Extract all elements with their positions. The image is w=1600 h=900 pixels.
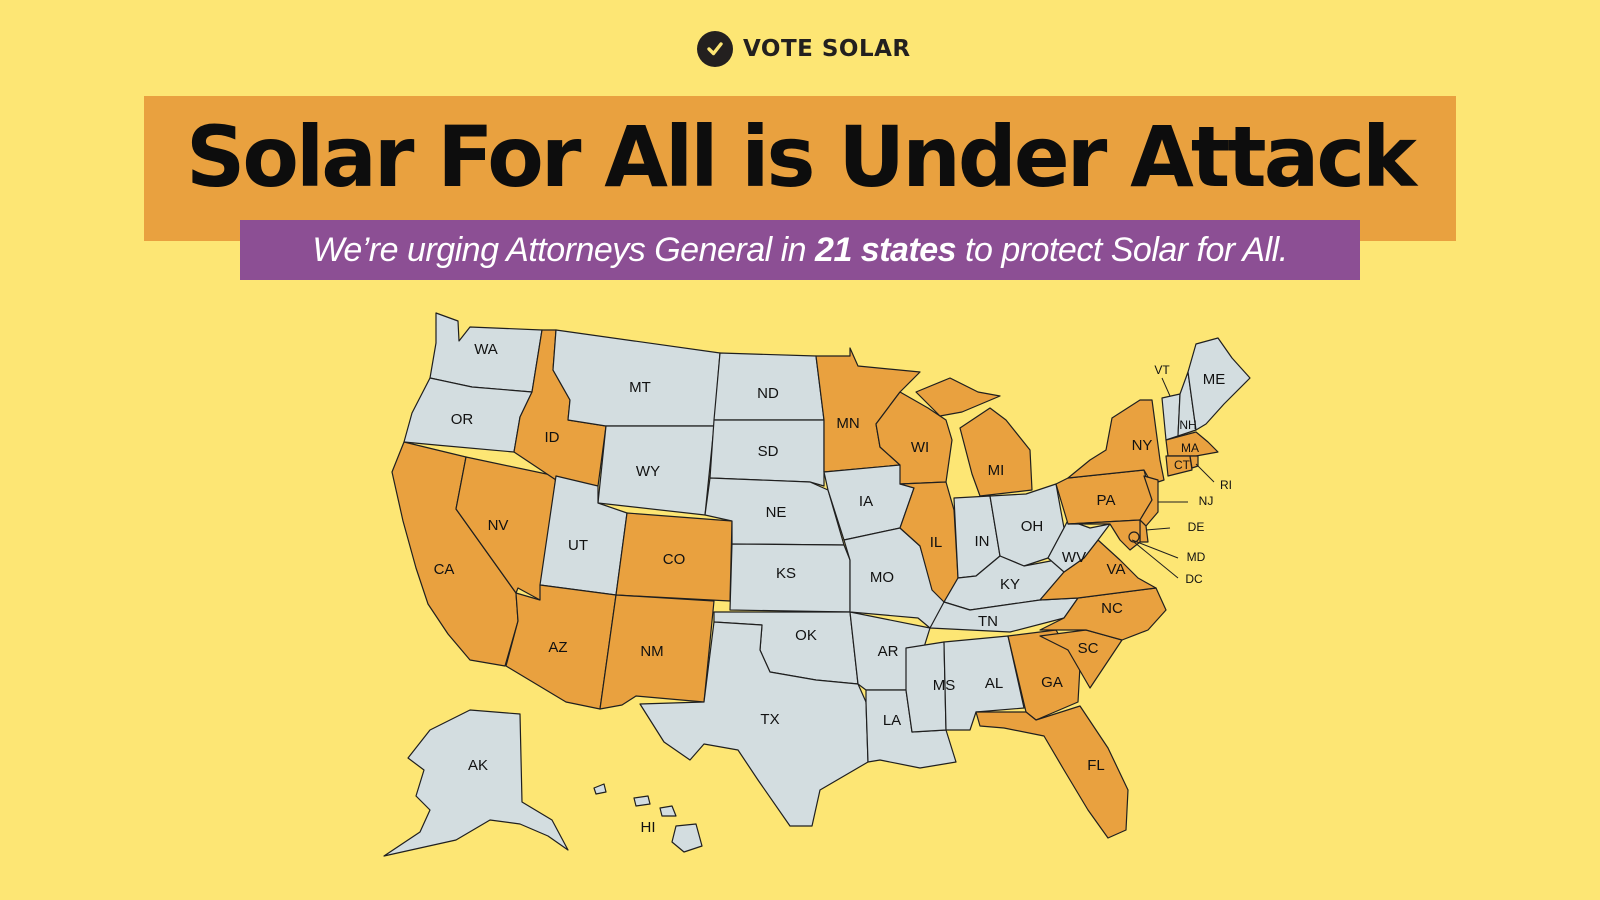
label-GA: GA bbox=[1041, 674, 1063, 691]
label-KY: KY bbox=[1000, 576, 1020, 593]
label-OK: OK bbox=[795, 627, 817, 644]
label-SC: SC bbox=[1078, 640, 1099, 657]
label-FL: FL bbox=[1087, 757, 1105, 774]
label-IA: IA bbox=[859, 493, 873, 510]
label-WY: WY bbox=[636, 463, 660, 480]
state-SD bbox=[709, 419, 825, 487]
label-NC: NC bbox=[1101, 600, 1123, 617]
label-OH: OH bbox=[1021, 518, 1044, 535]
label-AZ: AZ bbox=[548, 639, 567, 656]
subtitle-after: to protect Solar for All. bbox=[956, 230, 1288, 269]
subtitle-banner: We’re urging Attorneys General in 21 sta… bbox=[240, 220, 1360, 280]
state-CT bbox=[1165, 455, 1193, 477]
label-AK: AK bbox=[468, 757, 488, 774]
subtitle: We’re urging Attorneys General in 21 sta… bbox=[312, 230, 1288, 270]
label-ID: ID bbox=[545, 429, 560, 446]
label-VA: VA bbox=[1107, 561, 1126, 578]
label-TN: TN bbox=[978, 613, 998, 630]
label-CA: CA bbox=[434, 561, 455, 578]
page-title: Solar For All is Under Attack bbox=[186, 108, 1417, 206]
label-NY: NY bbox=[1132, 437, 1153, 454]
label-SD: SD bbox=[758, 443, 779, 460]
state-ME bbox=[1187, 337, 1251, 431]
state-FL bbox=[975, 705, 1129, 839]
label-LA: LA bbox=[883, 712, 901, 729]
brand-logo: VOTE SOLAR bbox=[697, 31, 911, 67]
label-MS: MS bbox=[933, 677, 956, 694]
state-VT bbox=[1161, 393, 1181, 441]
headline-banner bbox=[144, 96, 1456, 241]
checkmark-circle-icon bbox=[697, 31, 733, 67]
label-OR: OR bbox=[451, 411, 474, 428]
state-MD bbox=[1067, 519, 1141, 551]
label-WI: WI bbox=[911, 439, 929, 456]
label-NV: NV bbox=[488, 517, 509, 534]
state-WI bbox=[875, 391, 953, 485]
leader-DC bbox=[1133, 541, 1179, 579]
state-SC bbox=[1039, 629, 1123, 689]
state-HI-3 bbox=[659, 805, 677, 817]
label-MD: MD bbox=[1187, 550, 1206, 564]
label-PA: PA bbox=[1097, 492, 1116, 509]
label-NE: NE bbox=[766, 504, 787, 521]
leader-VT bbox=[1161, 377, 1171, 397]
leader-DE bbox=[1145, 527, 1171, 531]
state-NC bbox=[1039, 587, 1167, 641]
label-RI: RI bbox=[1220, 478, 1232, 492]
label-ND: ND bbox=[757, 385, 779, 402]
label-MO: MO bbox=[870, 569, 894, 586]
label-MT: MT bbox=[629, 379, 651, 396]
state-NM bbox=[599, 594, 715, 710]
label-TX: TX bbox=[760, 711, 779, 728]
label-AR: AR bbox=[878, 643, 899, 660]
label-DC: DC bbox=[1185, 572, 1203, 586]
label-NJ: NJ bbox=[1199, 494, 1214, 508]
state-MS bbox=[905, 641, 947, 733]
state-IL bbox=[899, 481, 959, 603]
label-WV: WV bbox=[1062, 549, 1086, 566]
label-MA: MA bbox=[1181, 441, 1199, 455]
label-ME: ME bbox=[1203, 371, 1226, 388]
label-NH: NH bbox=[1179, 418, 1196, 432]
label-KS: KS bbox=[776, 565, 796, 582]
label-CO: CO bbox=[663, 551, 686, 568]
label-WA: WA bbox=[474, 341, 498, 358]
label-UT: UT bbox=[568, 537, 588, 554]
state-labels: WA OR CA NV ID MT WY UT AZ CO NM ND SD N… bbox=[434, 341, 1232, 836]
state-HI-2 bbox=[633, 795, 651, 807]
state-TX bbox=[639, 621, 869, 827]
subtitle-before: We’re urging Attorneys General in bbox=[312, 230, 816, 269]
state-HI-1 bbox=[593, 783, 607, 795]
label-DE: DE bbox=[1188, 520, 1205, 534]
subtitle-emphasis: 21 states bbox=[815, 230, 957, 269]
label-IN: IN bbox=[975, 533, 990, 550]
label-VT: VT bbox=[1154, 363, 1170, 377]
label-MI: MI bbox=[988, 462, 1005, 479]
leader-MD bbox=[1131, 539, 1179, 559]
label-AL: AL bbox=[985, 675, 1003, 692]
brand-name: VOTE SOLAR bbox=[743, 36, 911, 62]
state-MI-upper bbox=[915, 377, 1001, 417]
label-HI: HI bbox=[641, 819, 656, 836]
state-RI bbox=[1189, 455, 1199, 469]
label-CT: CT bbox=[1174, 458, 1191, 472]
state-HI-4 bbox=[671, 823, 703, 853]
label-MN: MN bbox=[836, 415, 859, 432]
state-AK bbox=[383, 709, 569, 857]
state-MI bbox=[959, 407, 1033, 497]
label-IL: IL bbox=[930, 534, 943, 551]
leader-RI bbox=[1195, 463, 1215, 483]
label-NM: NM bbox=[640, 643, 663, 660]
